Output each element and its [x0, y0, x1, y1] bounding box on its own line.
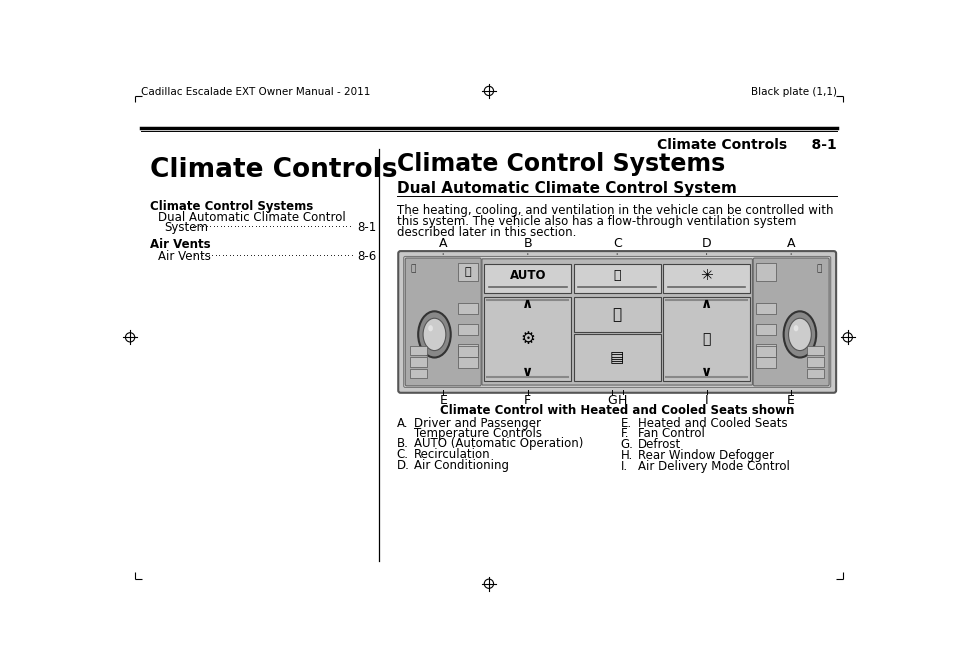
- Text: B.: B.: [396, 438, 408, 450]
- FancyBboxPatch shape: [405, 258, 480, 386]
- Bar: [410, 346, 427, 355]
- Bar: [573, 264, 660, 293]
- Text: Heated and Cooled Seats: Heated and Cooled Seats: [637, 417, 786, 430]
- Text: Climate Control Systems: Climate Control Systems: [150, 200, 314, 212]
- Text: A.: A.: [396, 417, 408, 430]
- Bar: [457, 357, 477, 368]
- FancyBboxPatch shape: [753, 258, 828, 386]
- Text: Climate Control Systems: Climate Control Systems: [396, 152, 724, 176]
- Text: Climate Controls     8-1: Climate Controls 8-1: [657, 138, 836, 152]
- Bar: [457, 346, 477, 357]
- Bar: [662, 297, 749, 381]
- Text: ⏻: ⏻: [410, 264, 416, 273]
- Text: H.: H.: [620, 449, 632, 462]
- Text: C: C: [612, 236, 621, 250]
- Text: E: E: [438, 394, 447, 407]
- Bar: [806, 369, 823, 378]
- Text: ▤: ▤: [609, 350, 623, 365]
- Text: 8-1: 8-1: [356, 221, 376, 234]
- Text: A: A: [438, 236, 447, 250]
- Text: 8-6: 8-6: [356, 250, 376, 263]
- Text: H: H: [618, 394, 627, 407]
- Text: Cadillac Escalade EXT Owner Manual - 2011: Cadillac Escalade EXT Owner Manual - 201…: [141, 88, 370, 98]
- Bar: [573, 297, 660, 332]
- Text: E.: E.: [620, 417, 631, 430]
- Text: F.: F.: [620, 428, 629, 440]
- Text: Dual Automatic Climate Control System: Dual Automatic Climate Control System: [396, 181, 736, 196]
- Text: ∨: ∨: [700, 365, 712, 379]
- Text: ∧: ∧: [700, 297, 712, 311]
- Bar: [410, 357, 427, 367]
- Text: Climate Control with Heated and Cooled Seats shown: Climate Control with Heated and Cooled S…: [439, 404, 794, 418]
- Bar: [806, 346, 823, 355]
- Ellipse shape: [417, 311, 450, 357]
- Text: 🌡: 🌡: [464, 267, 471, 277]
- Text: 🧍: 🧍: [701, 332, 710, 346]
- Bar: [457, 345, 477, 355]
- Text: Air Conditioning: Air Conditioning: [414, 459, 508, 472]
- Text: Recirculation: Recirculation: [414, 448, 490, 461]
- Text: The heating, cooling, and ventilation in the vehicle can be controlled with: The heating, cooling, and ventilation in…: [396, 204, 832, 217]
- Text: A: A: [786, 236, 795, 250]
- Text: Driver and Passenger: Driver and Passenger: [414, 417, 540, 430]
- Text: Black plate (1,1): Black plate (1,1): [750, 88, 836, 98]
- Bar: [756, 357, 776, 368]
- Text: Air Vents: Air Vents: [150, 238, 211, 251]
- Text: ⏻: ⏻: [816, 264, 821, 273]
- Bar: [756, 325, 776, 335]
- Bar: [484, 297, 571, 381]
- Bar: [573, 333, 660, 381]
- Text: Climate Controls: Climate Controls: [150, 157, 397, 183]
- Text: F: F: [524, 394, 531, 407]
- Bar: [806, 357, 823, 367]
- Text: 🔄: 🔄: [613, 269, 620, 283]
- Ellipse shape: [422, 318, 445, 351]
- FancyBboxPatch shape: [481, 259, 752, 385]
- Text: Rear Window Defogger: Rear Window Defogger: [637, 449, 773, 462]
- Text: E: E: [786, 394, 794, 407]
- Bar: [457, 263, 477, 281]
- Bar: [662, 264, 749, 293]
- Bar: [484, 264, 571, 293]
- Text: I: I: [704, 394, 708, 407]
- Text: G.: G.: [620, 438, 633, 451]
- Bar: [410, 369, 427, 378]
- Text: Dual Automatic Climate Control: Dual Automatic Climate Control: [158, 211, 345, 224]
- Text: described later in this section.: described later in this section.: [396, 226, 576, 238]
- FancyBboxPatch shape: [403, 257, 830, 387]
- Text: ⚿: ⚿: [612, 307, 621, 322]
- Bar: [457, 325, 477, 335]
- Text: I.: I.: [620, 460, 627, 473]
- Text: D.: D.: [396, 459, 409, 472]
- Text: AUTO: AUTO: [509, 269, 545, 283]
- Text: Fan Control: Fan Control: [637, 428, 704, 440]
- Bar: [756, 263, 776, 281]
- Text: System: System: [164, 221, 208, 234]
- Text: C.: C.: [396, 448, 408, 461]
- Text: Defrost: Defrost: [637, 438, 680, 451]
- Text: D: D: [701, 236, 711, 250]
- Ellipse shape: [788, 318, 810, 351]
- Text: this system. The vehicle also has a flow-through ventilation system: this system. The vehicle also has a flow…: [396, 215, 795, 228]
- Bar: [756, 303, 776, 314]
- Text: AUTO (Automatic Operation): AUTO (Automatic Operation): [414, 438, 582, 450]
- Text: Air Vents: Air Vents: [158, 250, 211, 263]
- Text: ∨: ∨: [521, 365, 533, 379]
- Bar: [457, 303, 477, 314]
- FancyBboxPatch shape: [397, 251, 835, 393]
- Ellipse shape: [793, 325, 798, 331]
- Text: B: B: [523, 236, 532, 250]
- Bar: [756, 345, 776, 355]
- Bar: [756, 346, 776, 357]
- Text: Temperature Controls: Temperature Controls: [414, 427, 541, 440]
- Ellipse shape: [428, 325, 433, 331]
- Text: ✳: ✳: [700, 269, 712, 283]
- Text: Air Delivery Mode Control: Air Delivery Mode Control: [637, 460, 789, 473]
- Ellipse shape: [782, 311, 816, 357]
- Text: ⚙: ⚙: [519, 330, 535, 348]
- Text: G: G: [606, 394, 616, 407]
- Text: ∧: ∧: [521, 297, 533, 311]
